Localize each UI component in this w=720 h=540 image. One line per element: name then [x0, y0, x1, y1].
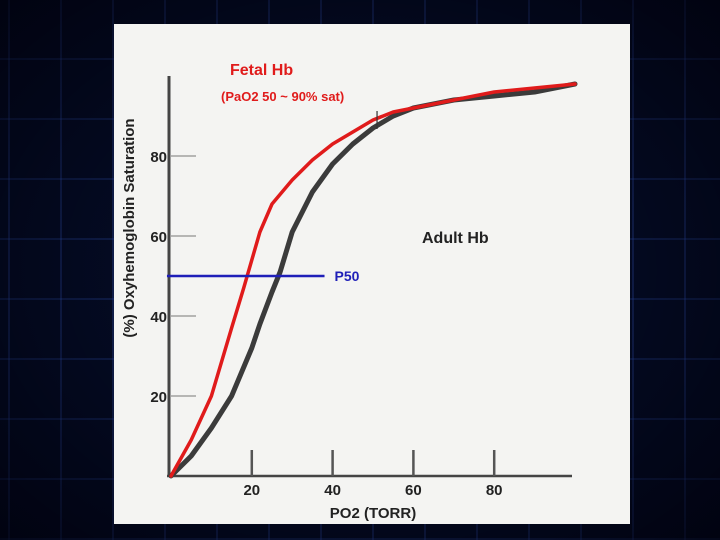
p50-label: P50 [335, 268, 360, 284]
y-tick-label-80: 80 [150, 149, 167, 166]
x-tick-label-40: 40 [324, 482, 341, 499]
y-tick-label-60: 60 [150, 229, 167, 246]
chart-subtitle: (PaO2 50 ~ 90% sat) [221, 89, 344, 104]
x-tick-label-80: 80 [486, 482, 503, 499]
series-line-fetal-hb [169, 82, 577, 478]
x-axis-label: PO2 (TORR) [330, 505, 416, 522]
y-axis-label: (%) Oxyhemoglobin Saturation [121, 118, 138, 337]
y-ticks: 20 40 60 80 [150, 149, 196, 406]
x-tick-label-20: 20 [243, 482, 260, 499]
chart-title: Fetal Hb [230, 62, 293, 79]
series-line-adult-hb [168, 81, 578, 479]
y-tick-label-40: 40 [150, 309, 167, 326]
y-tick-label-20: 20 [150, 389, 167, 406]
adult-hb-label: Adult Hb [422, 230, 489, 247]
x-tick-label-60: 60 [405, 482, 422, 499]
x-ticks: 20 40 60 80 [243, 450, 503, 499]
